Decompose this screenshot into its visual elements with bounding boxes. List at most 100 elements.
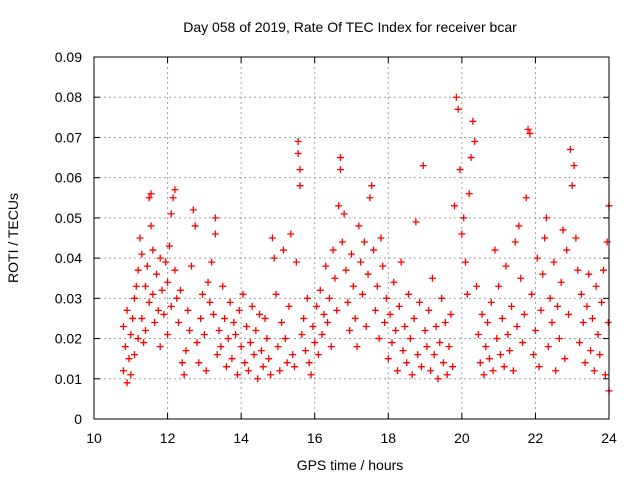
data-point	[270, 254, 278, 262]
data-point	[136, 234, 144, 242]
data-point	[153, 270, 161, 278]
data-point	[335, 202, 343, 210]
data-point	[164, 278, 172, 286]
data-point	[189, 206, 197, 214]
data-point	[520, 310, 528, 318]
data-point	[458, 230, 466, 238]
data-point	[548, 318, 556, 326]
data-point	[278, 318, 286, 326]
data-point	[279, 246, 287, 254]
data-point	[320, 310, 328, 318]
data-point	[254, 375, 262, 383]
data-point	[287, 230, 295, 238]
data-point	[160, 310, 168, 318]
data-point	[119, 367, 127, 375]
data-point	[423, 343, 431, 351]
data-point	[544, 343, 552, 351]
data-point	[592, 282, 600, 290]
data-point	[412, 218, 420, 226]
data-point	[246, 339, 254, 347]
data-point	[596, 351, 604, 359]
data-point	[360, 238, 368, 246]
y-tick-label: 0.05	[55, 210, 82, 226]
data-point	[357, 258, 365, 266]
data-point	[506, 347, 514, 355]
data-point	[285, 302, 293, 310]
data-point	[123, 306, 131, 314]
y-tick-label: 0.06	[55, 170, 82, 186]
data-point	[265, 355, 273, 363]
data-point	[281, 335, 289, 343]
data-point	[351, 314, 359, 322]
data-point	[434, 375, 442, 383]
data-point	[410, 314, 418, 322]
data-point	[493, 335, 501, 343]
data-point	[581, 359, 589, 367]
data-point	[550, 258, 558, 266]
data-point	[119, 322, 127, 330]
data-point	[292, 258, 300, 266]
data-point	[191, 222, 199, 230]
data-point	[541, 234, 549, 242]
data-point	[439, 359, 447, 367]
data-point	[232, 331, 240, 339]
data-point	[465, 190, 473, 198]
data-point	[204, 278, 212, 286]
data-point	[314, 351, 322, 359]
data-point	[522, 194, 530, 202]
data-point	[585, 270, 593, 278]
data-point	[311, 339, 319, 347]
data-point	[346, 327, 354, 335]
data-point	[557, 278, 565, 286]
x-tick-label: 18	[380, 430, 396, 446]
data-point	[598, 298, 606, 306]
data-point	[226, 298, 234, 306]
data-point	[587, 347, 595, 355]
data-point	[267, 371, 275, 379]
data-point	[425, 306, 433, 314]
data-point	[210, 310, 218, 318]
x-tick-label: 24	[601, 430, 617, 446]
data-point	[178, 359, 186, 367]
data-point	[239, 290, 247, 298]
data-point	[245, 367, 252, 375]
data-point	[579, 318, 587, 326]
data-point	[327, 343, 335, 351]
data-point	[428, 274, 436, 282]
data-point	[235, 306, 243, 314]
data-point	[355, 222, 363, 230]
data-point	[202, 367, 210, 375]
data-point	[171, 186, 179, 194]
data-point	[237, 343, 245, 351]
data-point	[165, 242, 173, 250]
data-point	[333, 306, 341, 314]
y-axis: 0 0.01 0.02 0.03 0.04 0.05 0.06 0.07 0.08 0.09	[55, 49, 609, 427]
data-point	[588, 314, 596, 322]
data-point	[474, 331, 482, 339]
data-point	[384, 355, 392, 363]
y-tick-label: 0.02	[55, 331, 82, 347]
data-point	[145, 194, 153, 202]
data-point	[289, 351, 297, 359]
data-point	[151, 318, 159, 326]
data-point	[427, 367, 435, 375]
data-point	[147, 222, 155, 230]
data-point	[261, 314, 269, 322]
data-point	[517, 274, 525, 282]
data-point	[184, 306, 192, 314]
data-point	[566, 146, 574, 154]
plot-frame	[93, 56, 610, 420]
data-point	[500, 363, 508, 371]
data-point	[250, 351, 258, 359]
data-point	[561, 355, 569, 363]
data-point	[130, 294, 138, 302]
data-point	[366, 194, 374, 202]
data-point	[576, 339, 584, 347]
data-point	[195, 359, 203, 367]
data-point	[224, 335, 232, 343]
data-point	[467, 154, 475, 162]
grid-lines	[94, 57, 609, 419]
data-point	[469, 117, 477, 125]
chart-title: Day 058 of 2019, Rate Of TEC Index for r…	[183, 19, 517, 35]
data-point	[452, 93, 460, 101]
